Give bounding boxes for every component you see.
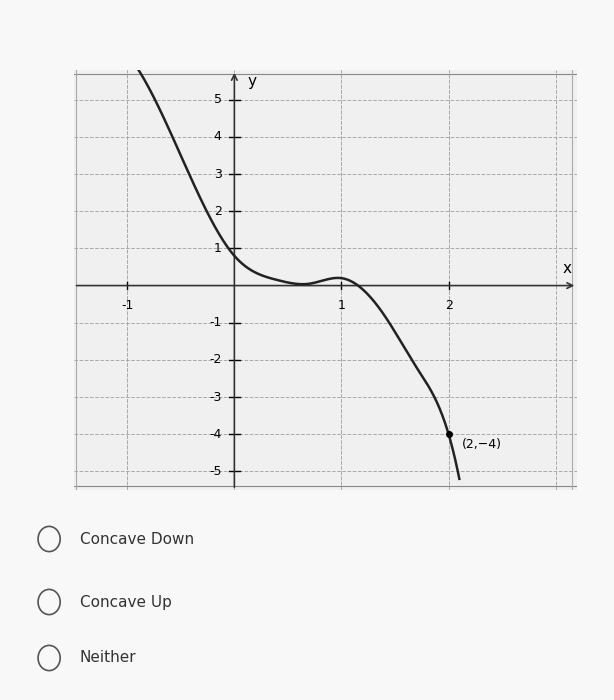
Text: -4: -4 xyxy=(209,428,222,441)
Text: -5: -5 xyxy=(209,465,222,478)
Text: x: x xyxy=(563,261,572,277)
Text: -1: -1 xyxy=(209,316,222,329)
Text: 1: 1 xyxy=(338,299,346,312)
Text: Neither: Neither xyxy=(80,650,136,666)
Text: 2: 2 xyxy=(214,204,222,218)
Text: 1: 1 xyxy=(214,242,222,255)
Text: 3: 3 xyxy=(214,167,222,181)
Text: -1: -1 xyxy=(121,299,133,312)
Text: (2,−4): (2,−4) xyxy=(462,438,502,451)
Text: -2: -2 xyxy=(209,354,222,366)
Text: 4: 4 xyxy=(214,130,222,143)
Text: Concave Up: Concave Up xyxy=(80,594,172,610)
Text: 2: 2 xyxy=(445,299,453,312)
Text: Concave Down: Concave Down xyxy=(80,531,194,547)
Text: 5: 5 xyxy=(214,93,222,106)
Text: -3: -3 xyxy=(209,391,222,404)
Text: y: y xyxy=(247,74,256,89)
